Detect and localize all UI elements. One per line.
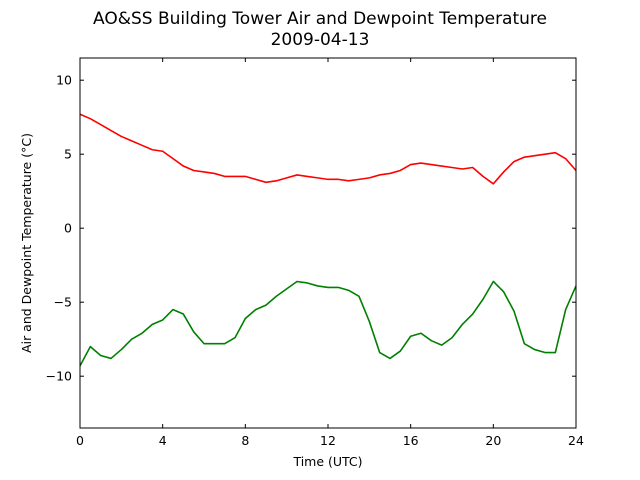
x-tick-label: 4 [159,433,167,448]
x-tick-label: 24 [568,433,584,448]
y-tick-label: −10 [46,369,72,384]
x-tick-label: 16 [403,433,419,448]
plot-area [79,113,577,367]
x-axis-label: Time (UTC) [292,454,362,469]
y-axis-label: Air and Dewpoint Temperature (°C) [19,133,34,353]
y-tick-label: 0 [64,221,72,236]
chart-title: AO&SS Building Tower Air and Dewpoint Te… [93,9,547,29]
plot-frame [79,57,577,429]
x-tick-label: 12 [320,433,336,448]
series-line-1 [79,280,577,367]
x-tick-label: 20 [485,433,501,448]
axis-ticks: 0 4 8 12 16 20 24 −10 −5 0 5 10 [46,58,584,448]
y-tick-label: 10 [56,73,72,88]
x-tick-label: 8 [241,433,249,448]
x-tick-label: 0 [76,433,84,448]
chart-subtitle: 2009-04-13 [271,30,370,50]
series-line-0 [79,113,577,185]
y-tick-label: 5 [64,147,72,162]
y-tick-label: −5 [54,295,72,310]
